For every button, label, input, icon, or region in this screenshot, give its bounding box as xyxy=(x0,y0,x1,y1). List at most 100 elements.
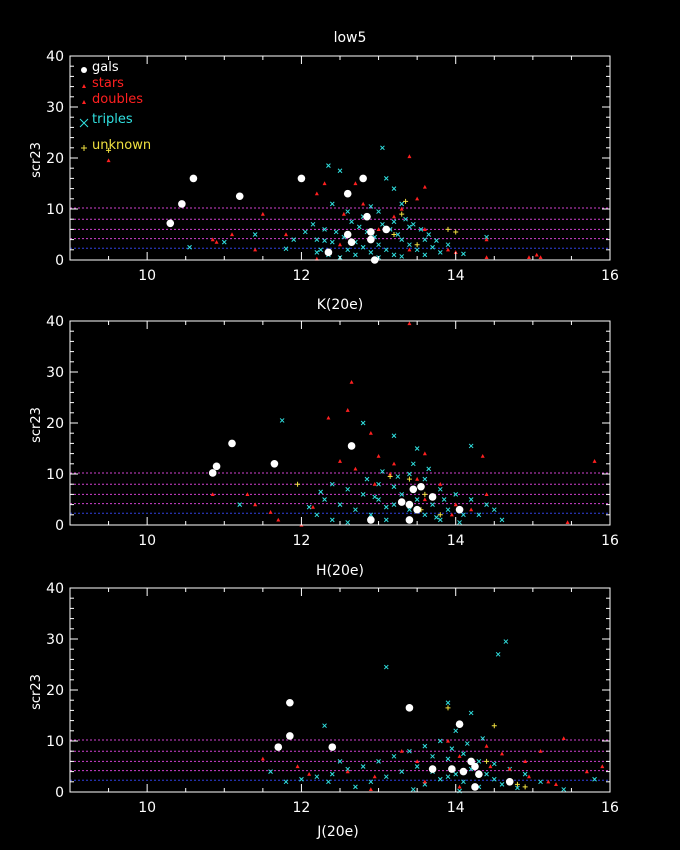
doubles-point xyxy=(415,476,420,481)
triples-point xyxy=(561,787,567,792)
triples-point xyxy=(283,779,289,785)
legend-marker-stars xyxy=(82,84,86,88)
triples-point xyxy=(368,512,374,518)
triples-point xyxy=(372,494,378,500)
triples-point xyxy=(464,741,470,746)
stars-point xyxy=(457,784,462,789)
triples-point xyxy=(453,771,459,777)
stars-point xyxy=(284,232,288,237)
triples-point xyxy=(491,761,497,767)
plot-area: 10 12 14 16 0 10 20 30 40 xyxy=(46,314,619,549)
triples-point xyxy=(484,234,489,240)
triples-point xyxy=(349,219,354,225)
triples-point xyxy=(310,221,316,227)
triples-point xyxy=(441,497,447,502)
stars-point xyxy=(484,237,489,242)
unknown-point xyxy=(295,481,301,487)
stars-point xyxy=(415,196,420,201)
gals-point xyxy=(328,743,337,751)
unknown-point xyxy=(399,211,405,217)
gals-point xyxy=(347,442,356,450)
y-tick-label: 20 xyxy=(46,416,64,432)
legend-label: stars xyxy=(92,76,124,91)
doubles-point xyxy=(534,252,539,257)
gals-point xyxy=(475,770,483,778)
y-tick-label: 10 xyxy=(46,467,64,483)
triples-point xyxy=(283,246,289,252)
stars-point xyxy=(422,779,427,784)
triples-point xyxy=(302,229,308,235)
legend-item-unknown: unknown xyxy=(81,138,151,153)
gals-point xyxy=(428,493,437,501)
triples-point xyxy=(422,743,428,749)
doubles-point xyxy=(341,211,346,216)
triples-point xyxy=(414,497,420,502)
stars-point xyxy=(565,520,570,525)
triples-point xyxy=(221,239,227,245)
triples-point xyxy=(268,769,273,774)
doubles-point xyxy=(361,201,366,206)
triples-point xyxy=(410,461,416,467)
unknown-point xyxy=(437,512,443,518)
doubles-point xyxy=(457,754,462,758)
triples-point xyxy=(322,238,327,243)
doubles-point xyxy=(210,492,215,496)
triples-point xyxy=(499,781,505,787)
triples-point xyxy=(279,418,285,423)
gals-point xyxy=(270,460,279,468)
triples-point xyxy=(491,507,497,513)
stars-point xyxy=(527,255,531,260)
triples-point xyxy=(426,232,432,237)
gals-point xyxy=(405,704,414,712)
legend-label: gals xyxy=(92,60,119,75)
y-tick-label: 0 xyxy=(55,785,64,801)
stars-point xyxy=(376,453,381,458)
triples-point xyxy=(410,221,416,227)
y-tick-label: 40 xyxy=(46,49,64,65)
triples-point xyxy=(434,514,439,520)
gals-point xyxy=(471,783,479,791)
triples-point xyxy=(445,507,451,513)
triples-point xyxy=(337,759,343,764)
stars-point xyxy=(399,749,404,753)
gals-point xyxy=(363,212,371,221)
triples-point xyxy=(368,779,374,785)
triples-point xyxy=(299,776,304,782)
y-tick-label: 20 xyxy=(46,151,64,167)
doubles-point xyxy=(422,227,427,231)
triples-point xyxy=(353,784,358,790)
unknown-point xyxy=(522,784,528,790)
doubles-point xyxy=(210,237,215,242)
triples-point xyxy=(422,252,428,258)
triples-point xyxy=(391,186,397,191)
y-axis-label: scr23 xyxy=(29,142,44,178)
triples-point xyxy=(383,247,389,253)
stars-point xyxy=(538,749,543,753)
triples-point xyxy=(391,433,397,439)
triples-point xyxy=(376,497,381,502)
unknown-point xyxy=(414,242,420,248)
panel-k20e: K(20e) scr23 10 12 14 16 0 10 20 30 40 xyxy=(29,297,619,549)
triples-point xyxy=(329,201,335,207)
x-tick-label: 10 xyxy=(138,268,156,284)
triples-point xyxy=(322,227,327,232)
x-tick-label: 16 xyxy=(601,268,619,284)
gals-point xyxy=(455,505,464,514)
triples-point xyxy=(395,232,401,237)
stars-point xyxy=(349,380,354,384)
triples-point xyxy=(314,512,320,518)
triples-point xyxy=(457,520,462,525)
x-tick-label: 12 xyxy=(293,800,311,816)
doubles-point xyxy=(353,466,358,471)
x-tick-label: 14 xyxy=(447,533,465,549)
triples-point xyxy=(318,247,324,253)
triples-point xyxy=(499,517,505,523)
stars-point xyxy=(314,191,319,196)
triples-point xyxy=(538,779,543,785)
triples-point xyxy=(391,753,397,759)
unknown-point xyxy=(445,226,451,232)
triples-point xyxy=(391,219,397,225)
triples-point xyxy=(391,502,397,507)
triples-point xyxy=(503,639,509,644)
